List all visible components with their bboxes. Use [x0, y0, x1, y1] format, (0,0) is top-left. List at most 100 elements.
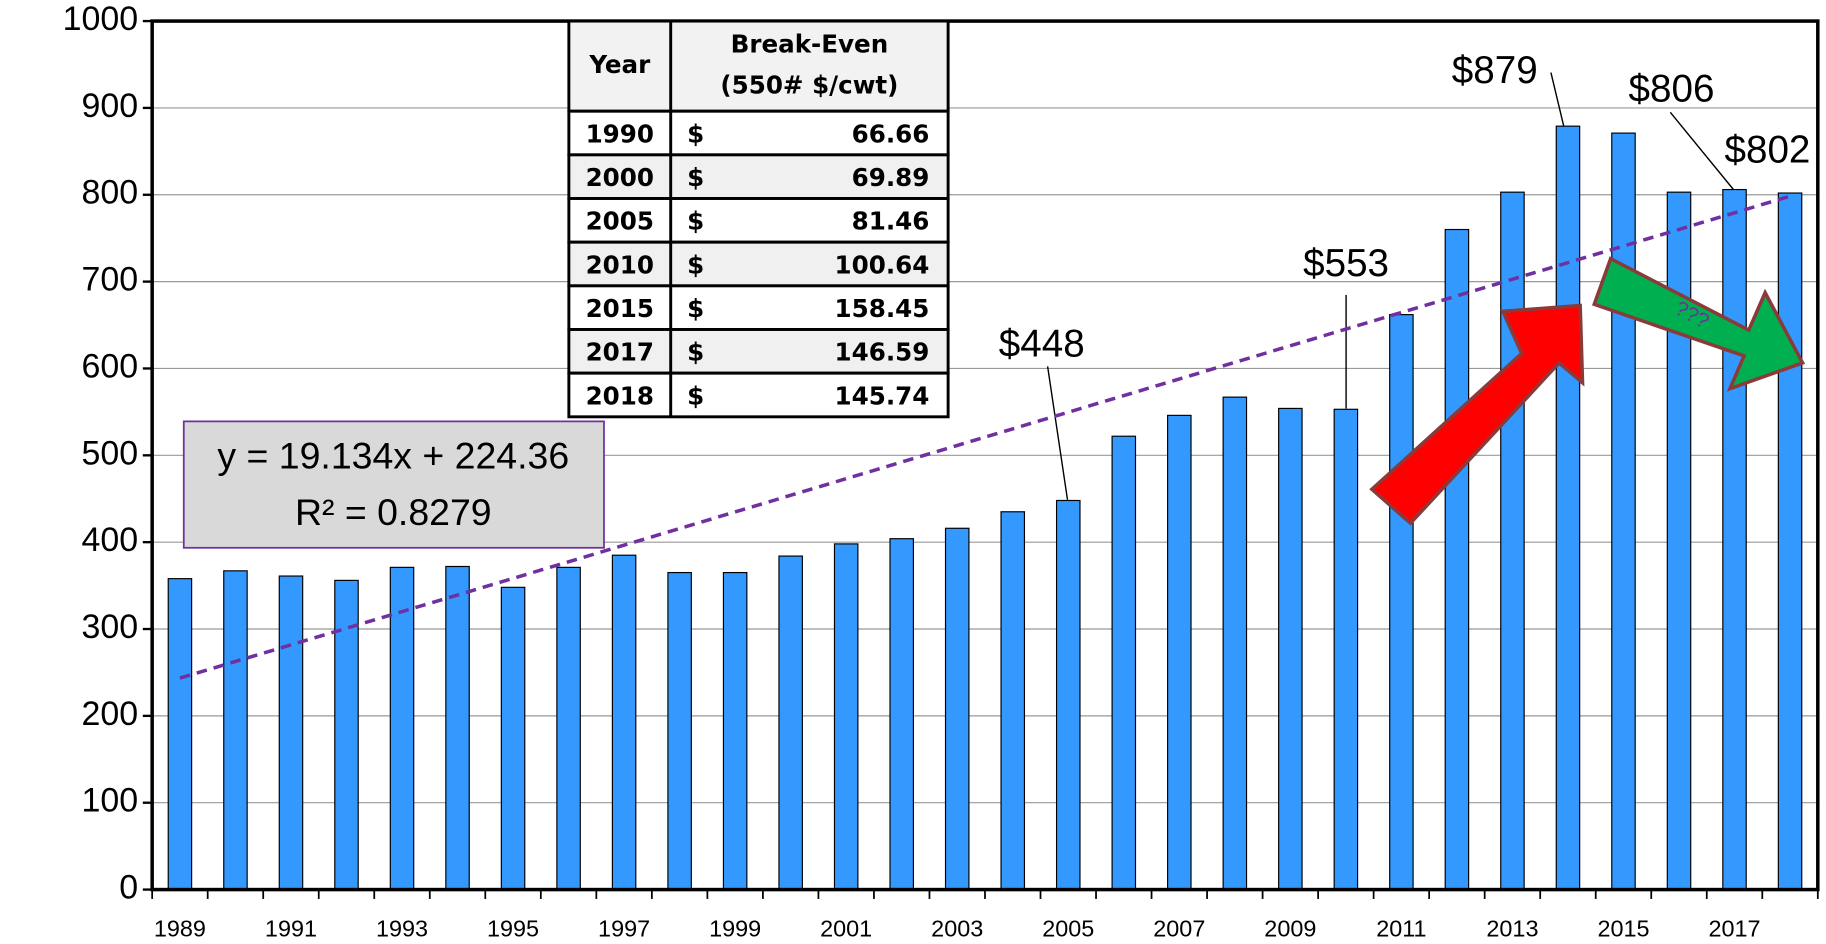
bar [722, 571, 748, 891]
table-cell: 66.66 [852, 119, 930, 148]
x-tick-label: 2001 [820, 916, 872, 942]
bar [556, 566, 581, 891]
table-header: Year [588, 50, 651, 79]
r-squared: R² = 0.8279 [295, 491, 492, 533]
overlay-layer: $448 $553 $879 $806$802 [179, 49, 1811, 680]
y-tick-label: 700 [81, 261, 138, 299]
table-cell: 2000 [586, 163, 654, 192]
value-label: $806 [1629, 68, 1715, 111]
bar [223, 570, 248, 891]
bar [1444, 228, 1470, 891]
y-tick-label: 1000 [63, 0, 139, 38]
table-cell: 2017 [586, 338, 654, 367]
bar [833, 543, 859, 891]
value-label: $553 [1303, 242, 1389, 285]
bar [1222, 396, 1248, 891]
table-cell: 2015 [586, 294, 654, 323]
table-cell: 158.45 [835, 294, 930, 323]
table-cell: 145.74 [835, 381, 930, 410]
x-tick-label: 2005 [1042, 916, 1094, 942]
y-tick-label: 600 [81, 347, 138, 385]
down-arrow [1591, 256, 1806, 392]
x-tick-label: 2009 [1264, 916, 1316, 942]
x-tick-label: 2011 [1376, 916, 1426, 942]
bar [944, 527, 970, 891]
table-row-bg [567, 284, 950, 331]
leader-line [1669, 111, 1735, 191]
x-tick-label: 2007 [1153, 916, 1205, 942]
table-cell: $ [687, 163, 704, 192]
bar-layer [167, 125, 1803, 891]
bar [1111, 435, 1137, 891]
table-cell: $ [687, 250, 704, 279]
table-cell: 146.59 [835, 338, 930, 367]
table-cell: $ [687, 207, 704, 236]
value-label: $448 [999, 323, 1085, 366]
table-row-bg [567, 153, 950, 200]
bar [1389, 314, 1414, 891]
grid-layer: 0 100 200 300 400 500 600 700 800 900 1000 1989 1991… [63, 0, 1819, 942]
x-tick-label: 1997 [598, 916, 650, 942]
bar [500, 586, 526, 891]
bar [778, 555, 803, 891]
y-tick-label: 500 [81, 434, 138, 472]
y-tick-label: 200 [81, 695, 138, 733]
x-tick-label: 1989 [154, 916, 206, 942]
table-cell: $ [687, 338, 704, 367]
table-row-bg [567, 197, 950, 244]
y-tick-label: 0 [119, 869, 138, 907]
table-header: (550# $/cwt) [720, 71, 898, 100]
table-header-bg [567, 19, 950, 113]
x-tick-label: 1999 [709, 916, 761, 942]
x-tick-label: 2017 [1708, 916, 1760, 942]
x-tick-label: 2003 [931, 916, 983, 942]
table-row-bg [567, 371, 950, 419]
table-cell: $ [687, 294, 704, 323]
bar [1055, 499, 1081, 891]
plot-frame [150, 19, 1820, 892]
x-tick-label: 2013 [1486, 916, 1538, 942]
bar [1555, 125, 1581, 891]
bar [1722, 188, 1747, 891]
y-tick-label: 100 [81, 782, 138, 820]
x-tick-label: 1993 [376, 916, 428, 942]
y-tick-label: 900 [81, 87, 138, 125]
table-cell: 1990 [586, 119, 654, 148]
bar [667, 571, 692, 891]
bar [278, 575, 304, 891]
bar [167, 578, 193, 891]
bar [1278, 407, 1303, 891]
y-tick-label: 300 [81, 608, 138, 646]
x-tick-label: 1995 [487, 916, 539, 942]
bar [1500, 191, 1525, 891]
up-arrow [1369, 303, 1585, 526]
bar [889, 538, 914, 891]
bar [1611, 132, 1636, 891]
x-tick-label: 2015 [1597, 916, 1649, 942]
bar [1167, 414, 1192, 891]
table-cell: 100.64 [835, 250, 930, 279]
equation: y = 19.134x + 224.36 [217, 435, 569, 477]
bar [611, 554, 637, 891]
table-cell: 69.89 [852, 163, 930, 192]
table-cell: 2010 [586, 250, 654, 279]
leader-line [1550, 72, 1565, 127]
value-label: $802 [1725, 128, 1811, 171]
table-cell: $ [687, 119, 704, 148]
x-tick-label: 1991 [265, 916, 317, 942]
bar [1777, 192, 1803, 891]
value-label: $879 [1452, 49, 1538, 92]
table-cell: 2005 [586, 207, 654, 236]
bar [1000, 511, 1026, 891]
table: Year Break-Even (550# $/cwt) 1990 $66.66 2000… [567, 19, 950, 419]
table-header: Break-Even [731, 30, 889, 59]
table-cell: 81.46 [852, 207, 930, 236]
table-cell: $ [687, 381, 704, 410]
leader-line [1046, 366, 1069, 500]
equation-box [182, 420, 605, 549]
bar [389, 566, 415, 891]
table-cell: 2018 [586, 381, 654, 410]
y-tick-label: 400 [81, 521, 138, 559]
